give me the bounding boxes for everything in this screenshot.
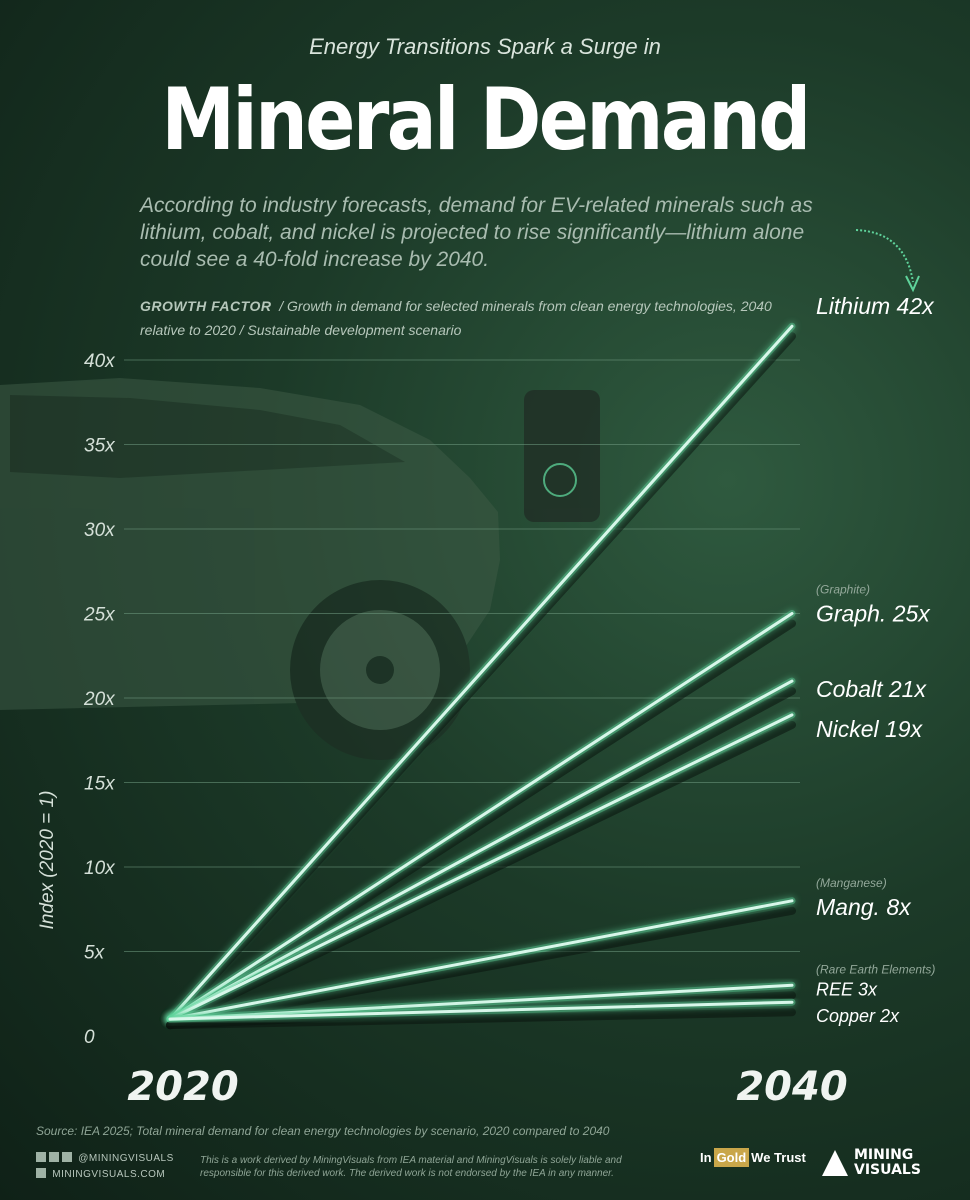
series-shadow [166, 332, 796, 1030]
series-line [168, 1000, 794, 1021]
y-tick-label: 30x [84, 520, 116, 541]
y-tick-label: 10x [84, 858, 116, 879]
series-label: REE 3x [816, 979, 878, 999]
y-tick-label: 0 [84, 1027, 95, 1048]
series-shadow [166, 619, 796, 1030]
x-tick-2020: 2020 [127, 1064, 238, 1110]
chart-kicker: Energy Transitions Spark a Surge in [309, 34, 661, 59]
series-line [168, 612, 794, 1021]
series-line [168, 713, 794, 1021]
series-shadow [166, 720, 796, 1030]
website[interactable]: MININGVISUALS.COM [52, 1169, 166, 1180]
series-sublabel: (Manganese) [816, 876, 887, 890]
series-label: Nickel 19x [816, 716, 924, 742]
linkedin-icon[interactable] [62, 1152, 72, 1162]
growth-factor-caption: GROWTH FACTOR / Growth in demand for sel… [140, 294, 780, 342]
chart-title: Mineral Demand [161, 70, 811, 170]
series-label: Lithium 42x [816, 293, 935, 319]
y-tick-label: 20x [83, 689, 116, 710]
social-handle: @MININGVISUALS [78, 1153, 174, 1164]
y-tick-label: 15x [84, 774, 116, 795]
y-axis-ticks: 0 5x 10x 15x 20x 25x 30x 35x 40x [83, 351, 116, 1048]
series-labels: Lithium 42x Graph. 25x (Graphite) Cobalt 21… [816, 293, 935, 1026]
charger-illustration [524, 390, 600, 522]
series-sublabel: (Rare Earth Elements) [816, 962, 935, 976]
series-sublabel: (Graphite) [816, 583, 870, 597]
series-line [168, 679, 794, 1021]
series-shadow [166, 906, 796, 1030]
arrow-icon [855, 229, 914, 283]
partner-logo: In Gold We Trust [700, 1148, 806, 1167]
mountain-icon [822, 1150, 848, 1176]
x-tick-2040: 2040 [736, 1064, 847, 1110]
growth-factor-text: / Growth in demand for selected minerals… [140, 298, 772, 338]
y-axis-label: Index (2020 = 1) [37, 791, 58, 930]
facebook-icon[interactable] [36, 1152, 46, 1162]
series-label: Cobalt 21x [816, 676, 927, 702]
x-icon[interactable] [49, 1152, 59, 1162]
series-label: Copper 2x [816, 1006, 900, 1026]
series-line [168, 324, 794, 1021]
web-icon [36, 1168, 46, 1178]
series-shadow [166, 1008, 796, 1030]
series-label: Graph. 25x [816, 601, 931, 627]
growth-factor-label: GROWTH FACTOR [140, 298, 272, 314]
series-label: Mang. 8x [816, 894, 912, 920]
series-lines [166, 322, 796, 1030]
car-illustration [0, 378, 500, 760]
y-tick-label: 40x [84, 351, 116, 372]
intro-text: According to industry forecasts, demand … [140, 194, 813, 271]
source-note: Source: IEA 2025; Total mineral demand f… [36, 1124, 610, 1138]
y-tick-label: 5x [84, 943, 106, 964]
y-tick-label: 25x [83, 605, 116, 626]
social-links[interactable]: @MININGVISUALS MININGVISUALS.COM [36, 1152, 174, 1180]
y-tick-label: 35x [84, 436, 116, 457]
disclaimer: This is a work derived by MiningVisuals … [200, 1155, 622, 1179]
series-line [168, 899, 794, 1021]
